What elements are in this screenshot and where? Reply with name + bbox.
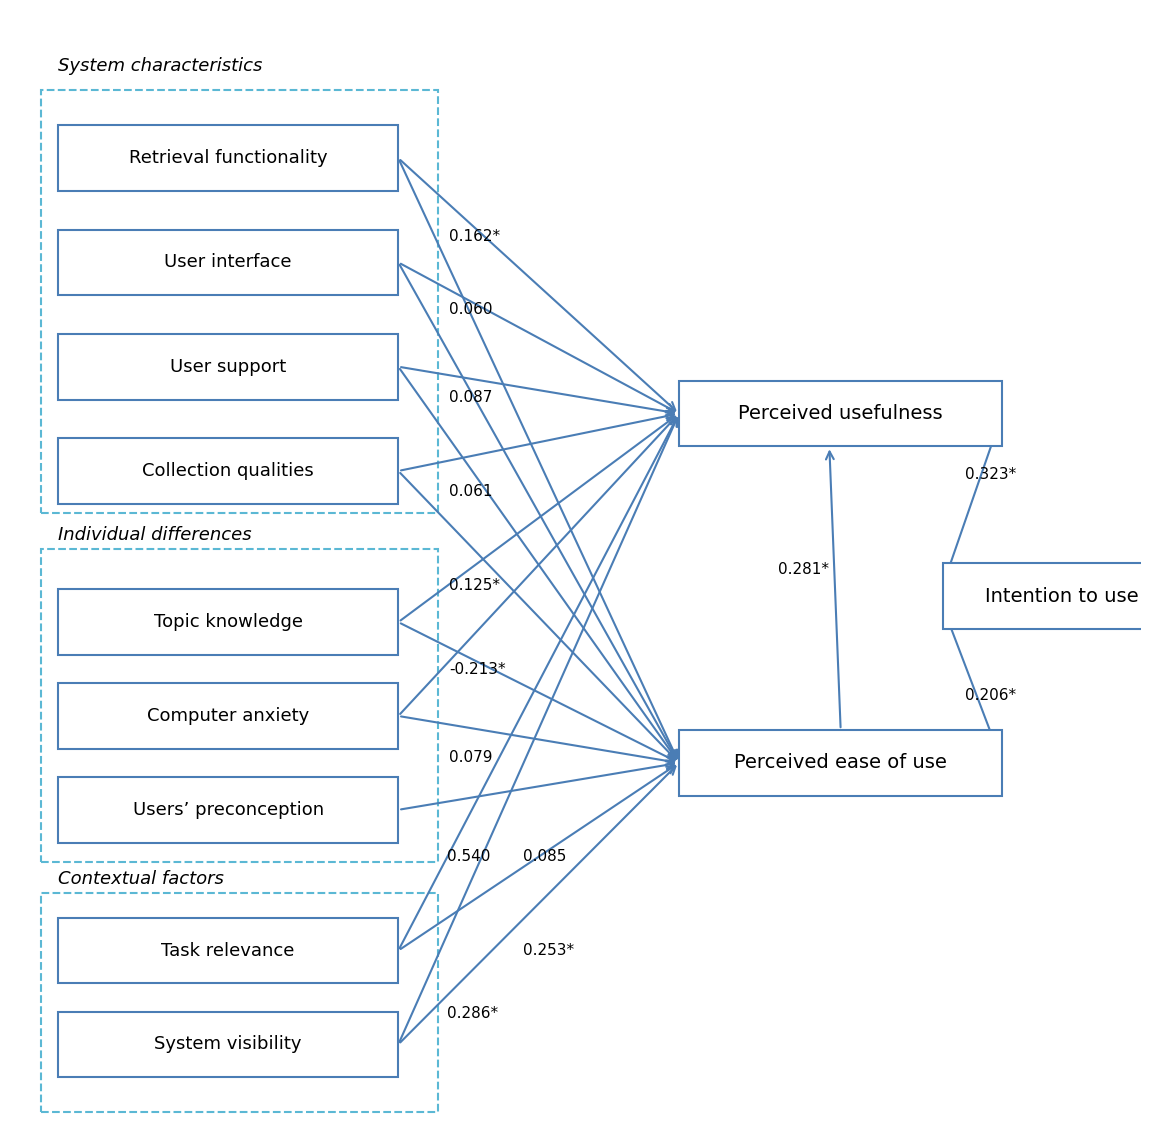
Text: Retrieval functionality: Retrieval functionality (129, 149, 328, 168)
Text: System characteristics: System characteristics (58, 57, 263, 75)
Text: 0.206*: 0.206* (966, 687, 1017, 702)
Text: Contextual factors: Contextual factors (58, 870, 224, 888)
FancyBboxPatch shape (58, 1011, 399, 1077)
FancyBboxPatch shape (679, 730, 1003, 796)
Text: 0.125*: 0.125* (450, 578, 501, 593)
Text: 0.281*: 0.281* (779, 562, 830, 578)
FancyBboxPatch shape (58, 438, 399, 504)
FancyBboxPatch shape (58, 334, 399, 399)
Text: 0.085: 0.085 (523, 849, 566, 864)
FancyBboxPatch shape (942, 563, 1162, 629)
Text: Computer anxiety: Computer anxiety (148, 707, 309, 725)
Text: Perceived ease of use: Perceived ease of use (734, 754, 947, 773)
Text: 0.162*: 0.162* (450, 229, 501, 244)
Text: 0.087: 0.087 (450, 391, 493, 406)
Text: Collection qualities: Collection qualities (142, 462, 314, 480)
Text: 0.323*: 0.323* (966, 466, 1017, 481)
Text: 0.060: 0.060 (450, 302, 493, 317)
Text: Users’ preconception: Users’ preconception (132, 800, 324, 819)
Text: User interface: User interface (164, 253, 292, 271)
FancyBboxPatch shape (679, 381, 1003, 447)
Text: 0.286*: 0.286* (447, 1005, 498, 1020)
Text: 0.079: 0.079 (450, 750, 493, 765)
FancyBboxPatch shape (58, 918, 399, 984)
Text: User support: User support (170, 358, 286, 376)
FancyBboxPatch shape (58, 125, 399, 192)
FancyBboxPatch shape (58, 229, 399, 295)
Text: 0.061: 0.061 (450, 484, 493, 499)
FancyBboxPatch shape (58, 777, 399, 842)
Text: 0.540: 0.540 (447, 849, 490, 864)
FancyBboxPatch shape (58, 589, 399, 655)
Text: -0.213*: -0.213* (450, 661, 505, 676)
Text: Topic knowledge: Topic knowledge (153, 613, 302, 632)
Text: Perceived usefulness: Perceived usefulness (738, 404, 944, 423)
Text: Individual differences: Individual differences (58, 526, 252, 544)
Text: Task relevance: Task relevance (162, 942, 295, 960)
Text: System visibility: System visibility (155, 1035, 302, 1053)
Text: 0.253*: 0.253* (523, 943, 574, 958)
Text: Intention to use: Intention to use (985, 587, 1139, 605)
FancyBboxPatch shape (58, 683, 399, 749)
